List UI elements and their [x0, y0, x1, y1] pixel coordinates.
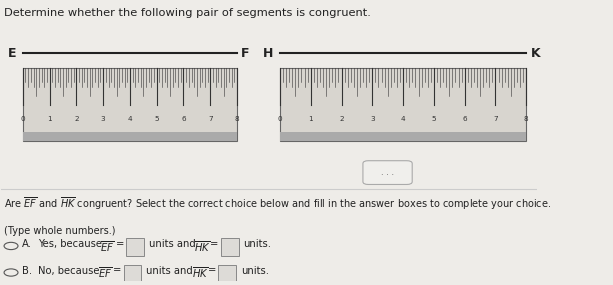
Text: K: K: [531, 47, 540, 60]
FancyBboxPatch shape: [218, 265, 236, 283]
Text: B.: B.: [21, 266, 32, 276]
Text: $\overline{HK}$: $\overline{HK}$: [191, 266, 208, 280]
Text: 8: 8: [235, 116, 239, 122]
Text: H: H: [263, 47, 273, 60]
FancyBboxPatch shape: [363, 161, 412, 184]
Text: 4: 4: [401, 116, 405, 122]
Text: F: F: [242, 47, 250, 60]
Text: 0: 0: [20, 116, 25, 122]
Text: =: =: [208, 266, 216, 276]
Text: Determine whether the following pair of segments is congruent.: Determine whether the following pair of …: [4, 8, 371, 18]
Text: =: =: [113, 266, 121, 276]
FancyBboxPatch shape: [23, 68, 237, 141]
Text: 8: 8: [524, 116, 528, 122]
Text: units.: units.: [243, 239, 272, 249]
Text: =: =: [210, 239, 219, 249]
Circle shape: [4, 242, 18, 250]
Text: (Type whole numbers.): (Type whole numbers.): [4, 226, 116, 236]
Text: 7: 7: [493, 116, 498, 122]
Text: 6: 6: [181, 116, 186, 122]
Text: 5: 5: [154, 116, 159, 122]
Text: Are $\overline{EF}$ and $\overline{HK}$ congruent? Select the correct choice bel: Are $\overline{EF}$ and $\overline{HK}$ …: [4, 196, 551, 212]
Text: units and: units and: [146, 266, 192, 276]
Text: 3: 3: [101, 116, 105, 122]
Text: 4: 4: [128, 116, 132, 122]
Text: 6: 6: [462, 116, 467, 122]
Text: =: =: [115, 239, 124, 249]
Text: $\overline{EF}$: $\overline{EF}$: [101, 239, 115, 254]
Text: . . .: . . .: [381, 168, 394, 177]
Text: 0: 0: [278, 116, 282, 122]
FancyBboxPatch shape: [280, 68, 527, 141]
Text: 2: 2: [74, 116, 78, 122]
FancyBboxPatch shape: [23, 133, 237, 141]
FancyBboxPatch shape: [123, 265, 141, 283]
Text: No, because: No, because: [38, 266, 99, 276]
Circle shape: [4, 269, 18, 276]
Text: 2: 2: [339, 116, 344, 122]
Text: Yes, because: Yes, because: [38, 239, 102, 249]
FancyBboxPatch shape: [126, 238, 144, 256]
Text: A.: A.: [21, 239, 32, 249]
Text: 3: 3: [370, 116, 375, 122]
Text: units.: units.: [241, 266, 269, 276]
Text: 1: 1: [308, 116, 313, 122]
Text: E: E: [8, 47, 17, 60]
Text: 5: 5: [432, 116, 436, 122]
Text: $\overline{HK}$: $\overline{HK}$: [194, 239, 211, 254]
Text: 7: 7: [208, 116, 213, 122]
FancyBboxPatch shape: [221, 238, 238, 256]
Text: units and: units and: [149, 239, 196, 249]
Text: 1: 1: [47, 116, 52, 122]
FancyBboxPatch shape: [280, 133, 527, 141]
Text: $\overline{EF}$: $\overline{EF}$: [98, 266, 112, 280]
